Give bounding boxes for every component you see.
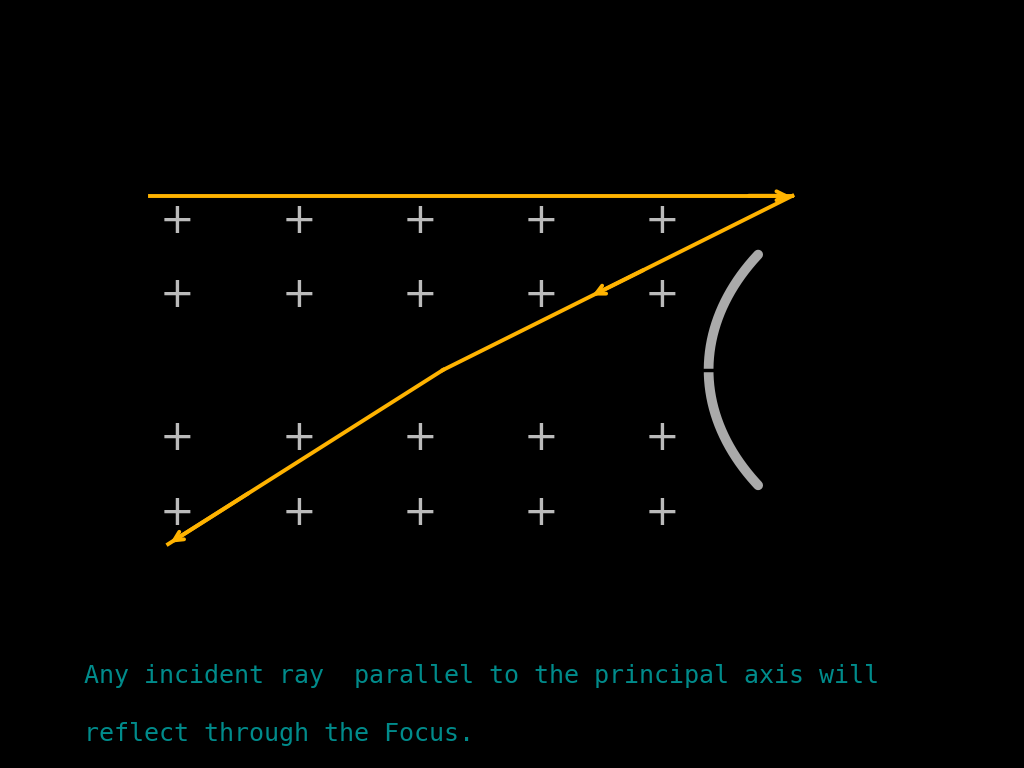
Text: +: + [402, 492, 437, 534]
Text: reflect through the Focus.: reflect through the Focus. [84, 722, 474, 746]
Text: V: V [829, 401, 860, 439]
Text: +: + [282, 274, 316, 316]
Text: +: + [523, 417, 558, 459]
Text: Any incident ray  parallel to the principal axis will: Any incident ray parallel to the princip… [84, 664, 880, 687]
Text: +: + [645, 274, 679, 316]
Text: +: + [282, 417, 316, 459]
Text: +: + [523, 492, 558, 534]
Text: +: + [282, 492, 316, 534]
Text: +: + [160, 492, 195, 534]
Text: +: + [645, 492, 679, 534]
Text: F: F [424, 401, 451, 439]
Text: +: + [402, 274, 437, 316]
Text: +: + [160, 274, 195, 316]
Text: +: + [282, 200, 316, 242]
Text: +: + [523, 274, 558, 316]
Text: +: + [645, 200, 679, 242]
Text: +: + [160, 417, 195, 459]
Text: +: + [160, 200, 195, 242]
Text: +: + [645, 417, 679, 459]
Text: +: + [523, 200, 558, 242]
Text: +: + [402, 417, 437, 459]
Text: C: C [75, 401, 103, 439]
Text: +: + [402, 200, 437, 242]
